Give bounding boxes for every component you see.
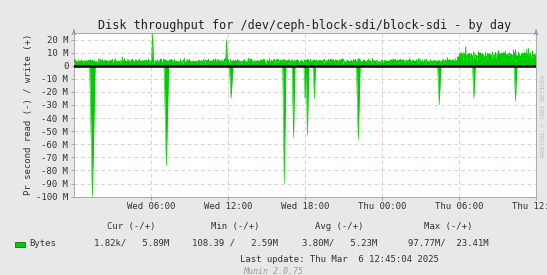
Text: Min (-/+): Min (-/+): [211, 222, 259, 231]
Text: Max (-/+): Max (-/+): [424, 222, 473, 231]
Text: Bytes: Bytes: [30, 239, 56, 248]
Text: Munin 2.0.75: Munin 2.0.75: [243, 267, 304, 275]
Text: RRDTOOL / TOBI OETIKER: RRDTOOL / TOBI OETIKER: [541, 74, 546, 157]
Text: Avg (-/+): Avg (-/+): [315, 222, 363, 231]
Y-axis label: Pr second read (-) / write (+): Pr second read (-) / write (+): [24, 34, 33, 196]
Text: 1.82k/   5.89M: 1.82k/ 5.89M: [94, 239, 169, 248]
Text: 97.77M/  23.41M: 97.77M/ 23.41M: [408, 239, 489, 248]
Text: Last update: Thu Mar  6 12:45:04 2025: Last update: Thu Mar 6 12:45:04 2025: [240, 255, 439, 264]
Text: Cur (-/+): Cur (-/+): [107, 222, 155, 231]
Title: Disk throughput for /dev/ceph-block-sdi/block-sdi - by day: Disk throughput for /dev/ceph-block-sdi/…: [98, 19, 511, 32]
Text: 3.80M/   5.23M: 3.80M/ 5.23M: [301, 239, 377, 248]
Text: 108.39 /   2.59M: 108.39 / 2.59M: [192, 239, 278, 248]
